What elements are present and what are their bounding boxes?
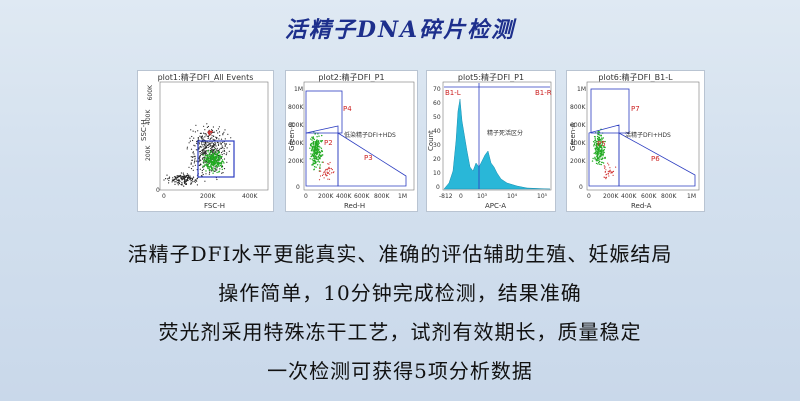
svg-text:400K: 400K [570,140,586,147]
plot1-title: plot1:精子DFI_All Events [157,73,254,82]
svg-text:10⁵: 10⁵ [537,193,548,200]
svg-text:400K: 400K [288,140,304,147]
plot2-ylabel: Green-H [288,122,296,151]
svg-text:1M: 1M [577,86,586,93]
plot2-xlabel: Red-H [344,202,365,210]
svg-text:400K: 400K [621,193,637,200]
plot5-note: 精子死活区分 [487,129,523,137]
svg-text:0: 0 [304,193,308,200]
plot5-xlabel: APC-A [485,202,506,210]
plot5-ylabel: Count [427,130,435,151]
plot6-panel: plot6:精子DFI_B1-L P7 P5 P6 活精子DFI+HDS 1M … [566,70,705,212]
svg-text:200K: 200K [570,158,586,165]
plot6-xlabel: Red-A [631,202,652,210]
svg-text:40: 40 [433,128,441,135]
svg-text:P3: P3 [364,154,373,162]
plot1-gate-p1 [197,140,235,178]
svg-text:-812: -812 [439,193,453,200]
plot1-panel: plot1:精子DFI_All Events 600K 400K 200K 0 … [137,70,274,212]
feature-line-1: 活精子DFI水平更能真实、准确的评估辅助生殖、妊娠结局 [127,242,673,266]
plot2-svg: P4 P2 P3 低染精子DFI+HDS 1M 800K 600K 400K 2… [288,81,415,210]
plot6-ylabel: Green-A [569,122,577,151]
svg-text:50: 50 [433,114,441,121]
plot1-svg: 600K 400K 200K 0 0 200K 400K FSC-H SSC-H [140,81,269,210]
plot5-title: plot5:精子DFI_P1 [457,73,525,82]
svg-text:0: 0 [587,193,591,200]
svg-text:1M: 1M [687,193,696,200]
svg-text:70: 70 [433,86,441,93]
svg-text:600K: 600K [288,122,304,129]
svg-text:20: 20 [433,156,441,163]
svg-text:800K: 800K [288,104,304,111]
plot1-ylabel: SSC-H [140,119,148,141]
plot2-title: plot2:精子DFI_P1 [318,73,385,82]
feature-list: 活精子DFI水平更能真实、准确的评估辅助生殖、妊娠结局 操作简单，10分钟完成检… [0,235,800,391]
plot5-panel: plot5:精子DFI_P1 B1-L B1-R 精子死活区分 70 60 50… [426,70,556,212]
svg-text:200K: 200K [145,145,152,161]
svg-text:200K: 200K [603,193,619,200]
svg-text:P6: P6 [651,155,660,163]
feature-line-4: 一次检测可获得5项分析数据 [267,359,533,383]
svg-text:600K: 600K [641,193,657,200]
feature-line-3: 荧光剂采用特殊冻干工艺，试剂有效期长，质量稳定 [158,320,642,344]
svg-text:400K: 400K [242,193,258,200]
svg-text:P2: P2 [324,139,333,147]
svg-text:P4: P4 [343,105,352,113]
svg-text:800K: 800K [661,193,677,200]
svg-text:0: 0 [156,187,160,194]
plot2-panel: plot2:精子DFI_P1 P4 P2 P3 低染精子DFI+HDS 1M 8… [285,70,418,212]
svg-text:0: 0 [436,184,440,191]
svg-text:600K: 600K [354,193,370,200]
svg-text:600K: 600K [147,84,154,100]
svg-text:0: 0 [579,184,583,191]
svg-text:200K: 200K [318,193,334,200]
svg-text:800K: 800K [374,193,390,200]
svg-text:0: 0 [459,193,463,200]
feature-line-2: 操作简单，10分钟完成检测，结果准确 [218,281,582,305]
svg-text:1M: 1M [398,193,407,200]
plot2-note: 低染精子DFI+HDS [344,131,396,139]
svg-text:400K: 400K [145,109,152,125]
svg-text:10: 10 [433,170,441,177]
svg-text:600K: 600K [570,122,586,129]
svg-text:1M: 1M [294,86,303,93]
svg-text:0: 0 [296,184,300,191]
svg-text:B1-R: B1-R [535,89,552,97]
svg-text:P7: P7 [631,105,640,113]
svg-text:800K: 800K [570,104,586,111]
svg-text:60: 60 [433,100,441,107]
svg-text:200K: 200K [288,158,304,165]
svg-text:10³: 10³ [477,193,488,200]
plot5-svg: B1-L B1-R 精子死活区分 70 60 50 40 30 20 10 0 … [427,81,552,210]
plot6-title: plot6:精子DFI_B1-L [598,73,673,82]
svg-text:400K: 400K [336,193,352,200]
svg-text:B1-L: B1-L [445,89,461,97]
svg-text:0: 0 [162,193,166,200]
svg-text:10⁴: 10⁴ [507,193,518,200]
svg-text:P5: P5 [597,140,606,148]
plot1-xlabel: FSC-H [204,202,225,210]
plot6-svg: P7 P5 P6 活精子DFI+HDS 1M 800K 600K 400K 20… [569,81,700,210]
svg-text:200K: 200K [200,193,216,200]
plot6-note: 活精子DFI+HDS [625,131,671,139]
svg-text:30: 30 [433,142,441,149]
page-title: 活精子DNA碎片检测 [284,17,516,43]
